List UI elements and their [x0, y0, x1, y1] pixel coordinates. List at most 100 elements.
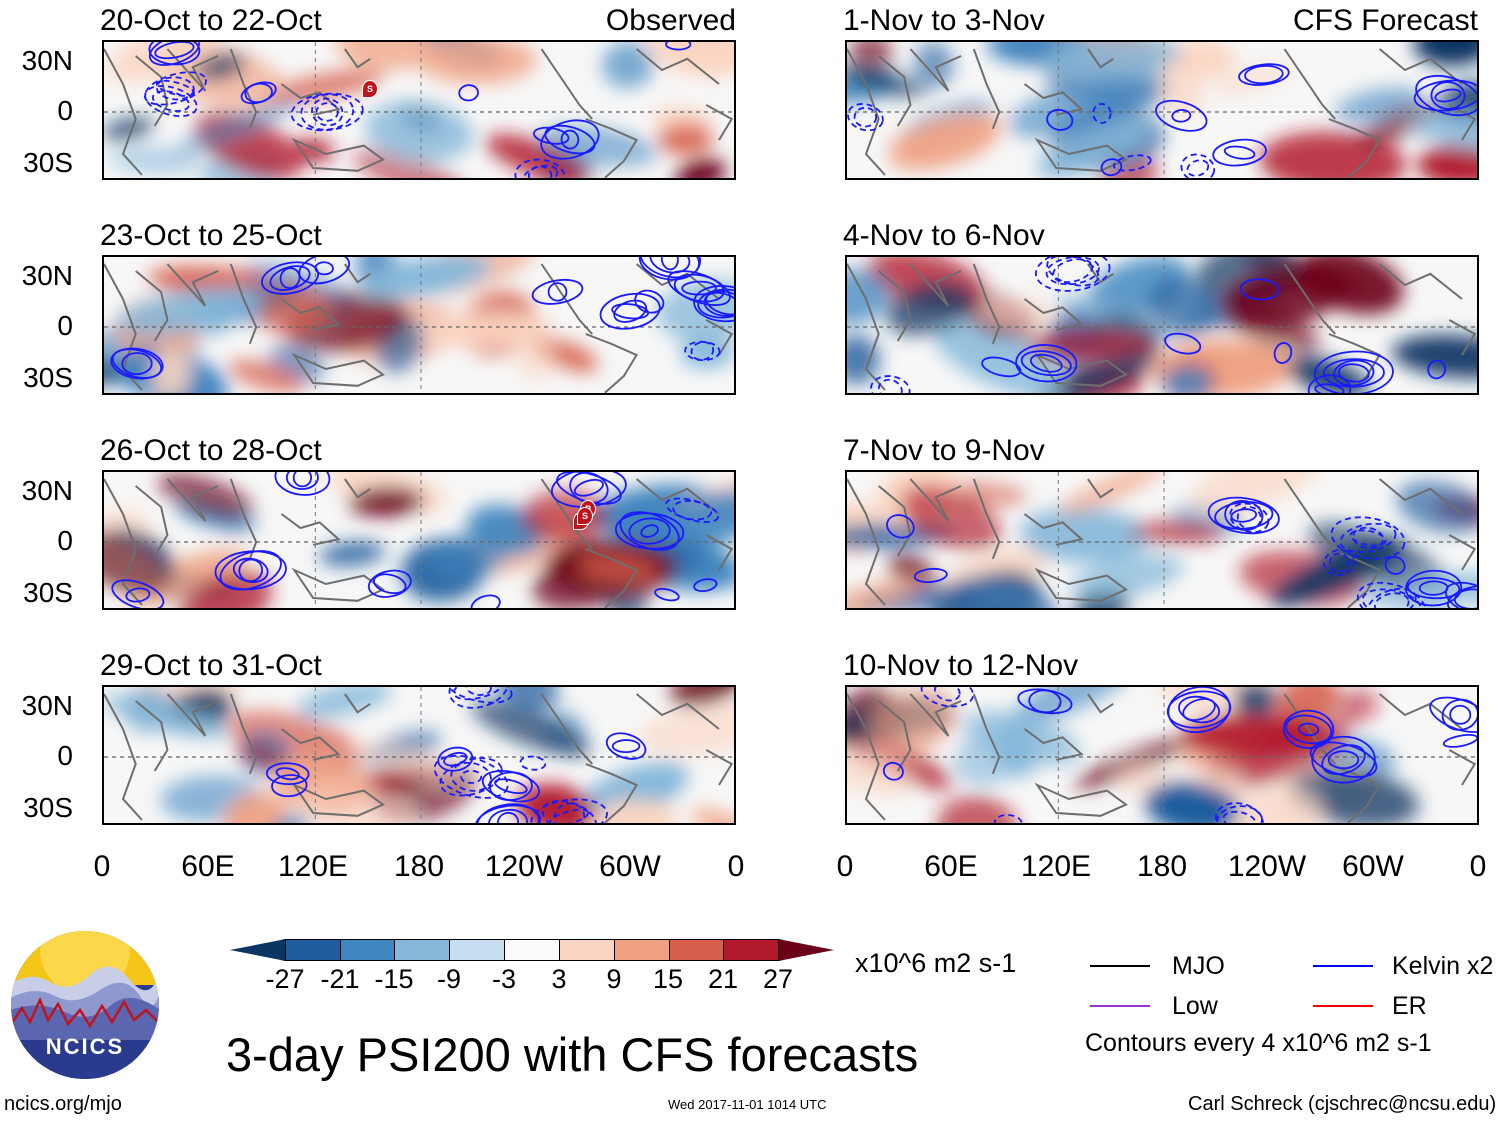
map-panel-right-2 — [845, 470, 1479, 610]
kelvin-contour — [1112, 154, 1152, 172]
coastline — [1023, 513, 1084, 546]
anomaly-shading — [1036, 116, 1154, 178]
kelvin-contour — [219, 550, 282, 591]
kelvin-contour — [311, 97, 344, 127]
panel-title-left-1: 23-Oct to 25-Oct — [100, 219, 322, 252]
cfs-forecast-heading: CFS Forecast — [1292, 4, 1478, 37]
map-plot-canvas — [104, 42, 734, 178]
kelvin-contour — [697, 288, 734, 319]
coastline — [878, 55, 912, 127]
coastline — [280, 298, 341, 331]
kelvin-contour — [148, 42, 200, 66]
kelvin-contour — [527, 165, 553, 178]
coastline — [1034, 782, 1128, 817]
kelvin-contour — [1445, 581, 1477, 608]
colorbar-swatch — [230, 939, 286, 961]
colorbar-swatch — [284, 939, 341, 961]
coastline — [280, 83, 341, 116]
coastline — [1087, 48, 1114, 69]
coastline — [344, 693, 371, 714]
colorbar-label: 27 — [762, 964, 794, 994]
kelvin-contour — [605, 732, 647, 760]
legend-label-low: Low — [1172, 992, 1218, 1020]
anomaly-shading — [104, 524, 167, 594]
coastline — [635, 48, 720, 85]
anomaly-shading — [602, 42, 655, 89]
kelvin-contour — [560, 129, 580, 150]
colorbar-label: -3 — [491, 964, 517, 994]
kelvin-contour — [599, 292, 661, 330]
kelvin-contour — [660, 257, 679, 271]
coastline — [1328, 118, 1382, 178]
coastline — [1378, 48, 1463, 85]
panel-title-right-2: 7-Nov to 9-Nov — [843, 434, 1045, 467]
map-plot-canvas — [847, 687, 1477, 823]
kelvin-contour — [1339, 522, 1397, 553]
kelvin-contour — [540, 119, 600, 160]
colorbar-label: 3 — [551, 964, 567, 994]
anomaly-shading — [1013, 687, 1134, 725]
kelvin-contour — [475, 804, 541, 823]
kelvin-contour — [1406, 577, 1461, 600]
kelvin-contour — [913, 567, 948, 584]
kelvin-contour — [1441, 698, 1477, 731]
anomaly-shading — [347, 742, 459, 782]
anomaly-shading — [679, 335, 734, 369]
anomaly-shading — [348, 487, 424, 517]
colorbar-label: -21 — [320, 964, 360, 994]
kelvin-contour — [684, 340, 721, 362]
coastline — [1328, 763, 1382, 823]
kelvin-contour — [1238, 63, 1290, 86]
kelvin-contour — [649, 257, 691, 274]
anomaly-shading — [360, 257, 491, 298]
kelvin-contour — [1307, 374, 1352, 393]
kelvin-contour — [1207, 496, 1280, 535]
website-link[interactable]: ncics.org/mjo — [4, 1093, 122, 1115]
map-panel-left-1 — [102, 255, 736, 395]
legend-label-mjo: MJO — [1172, 952, 1225, 980]
kelvin-contour — [1298, 722, 1320, 737]
kelvin-contour — [1434, 88, 1462, 103]
kelvin-contour — [672, 500, 713, 521]
kelvin-contour — [240, 81, 277, 105]
map-plot-canvas — [847, 42, 1477, 178]
x-tick: 120W — [484, 850, 564, 883]
kelvin-contour — [476, 803, 540, 823]
kelvin-contour — [151, 90, 190, 112]
kelvin-contour — [1178, 695, 1221, 724]
anomaly-shading — [270, 814, 311, 823]
anomaly-shading — [109, 145, 201, 175]
kelvin-contour — [444, 687, 513, 704]
kelvin-contour — [638, 257, 701, 281]
anomaly-shading — [675, 158, 727, 178]
kelvin-contour — [214, 550, 287, 591]
kelvin-contour — [144, 85, 198, 118]
x-tick: 120E — [1020, 850, 1092, 883]
kelvin-contour — [1285, 714, 1333, 745]
coastline — [229, 48, 258, 130]
kelvin-contour — [530, 798, 608, 823]
anomaly-shading — [888, 112, 1002, 170]
anomaly-shading — [658, 122, 714, 156]
coastline — [1283, 263, 1336, 335]
anomaly-shading — [238, 740, 285, 769]
x-tick: 0 — [836, 850, 854, 883]
coastline — [1087, 478, 1114, 499]
kelvin-contour — [1155, 99, 1208, 132]
kelvin-contour — [238, 558, 264, 583]
coastline — [104, 693, 143, 821]
map-plot-canvas — [847, 257, 1477, 393]
anomaly-shading — [847, 575, 926, 608]
y-tick-30s: 30S — [23, 792, 73, 823]
kelvin-contour — [934, 687, 961, 702]
kelvin-contour — [1361, 588, 1422, 608]
kelvin-contour — [870, 375, 911, 393]
coastline — [705, 749, 734, 786]
anomaly-shading — [157, 472, 254, 520]
legend-line-er — [1313, 1005, 1373, 1007]
colorbar-swatch — [668, 939, 725, 961]
kelvin-contour — [111, 348, 163, 379]
coastline — [878, 270, 912, 342]
anomaly-shading — [1020, 507, 1150, 564]
kelvin-contour — [1449, 704, 1472, 725]
